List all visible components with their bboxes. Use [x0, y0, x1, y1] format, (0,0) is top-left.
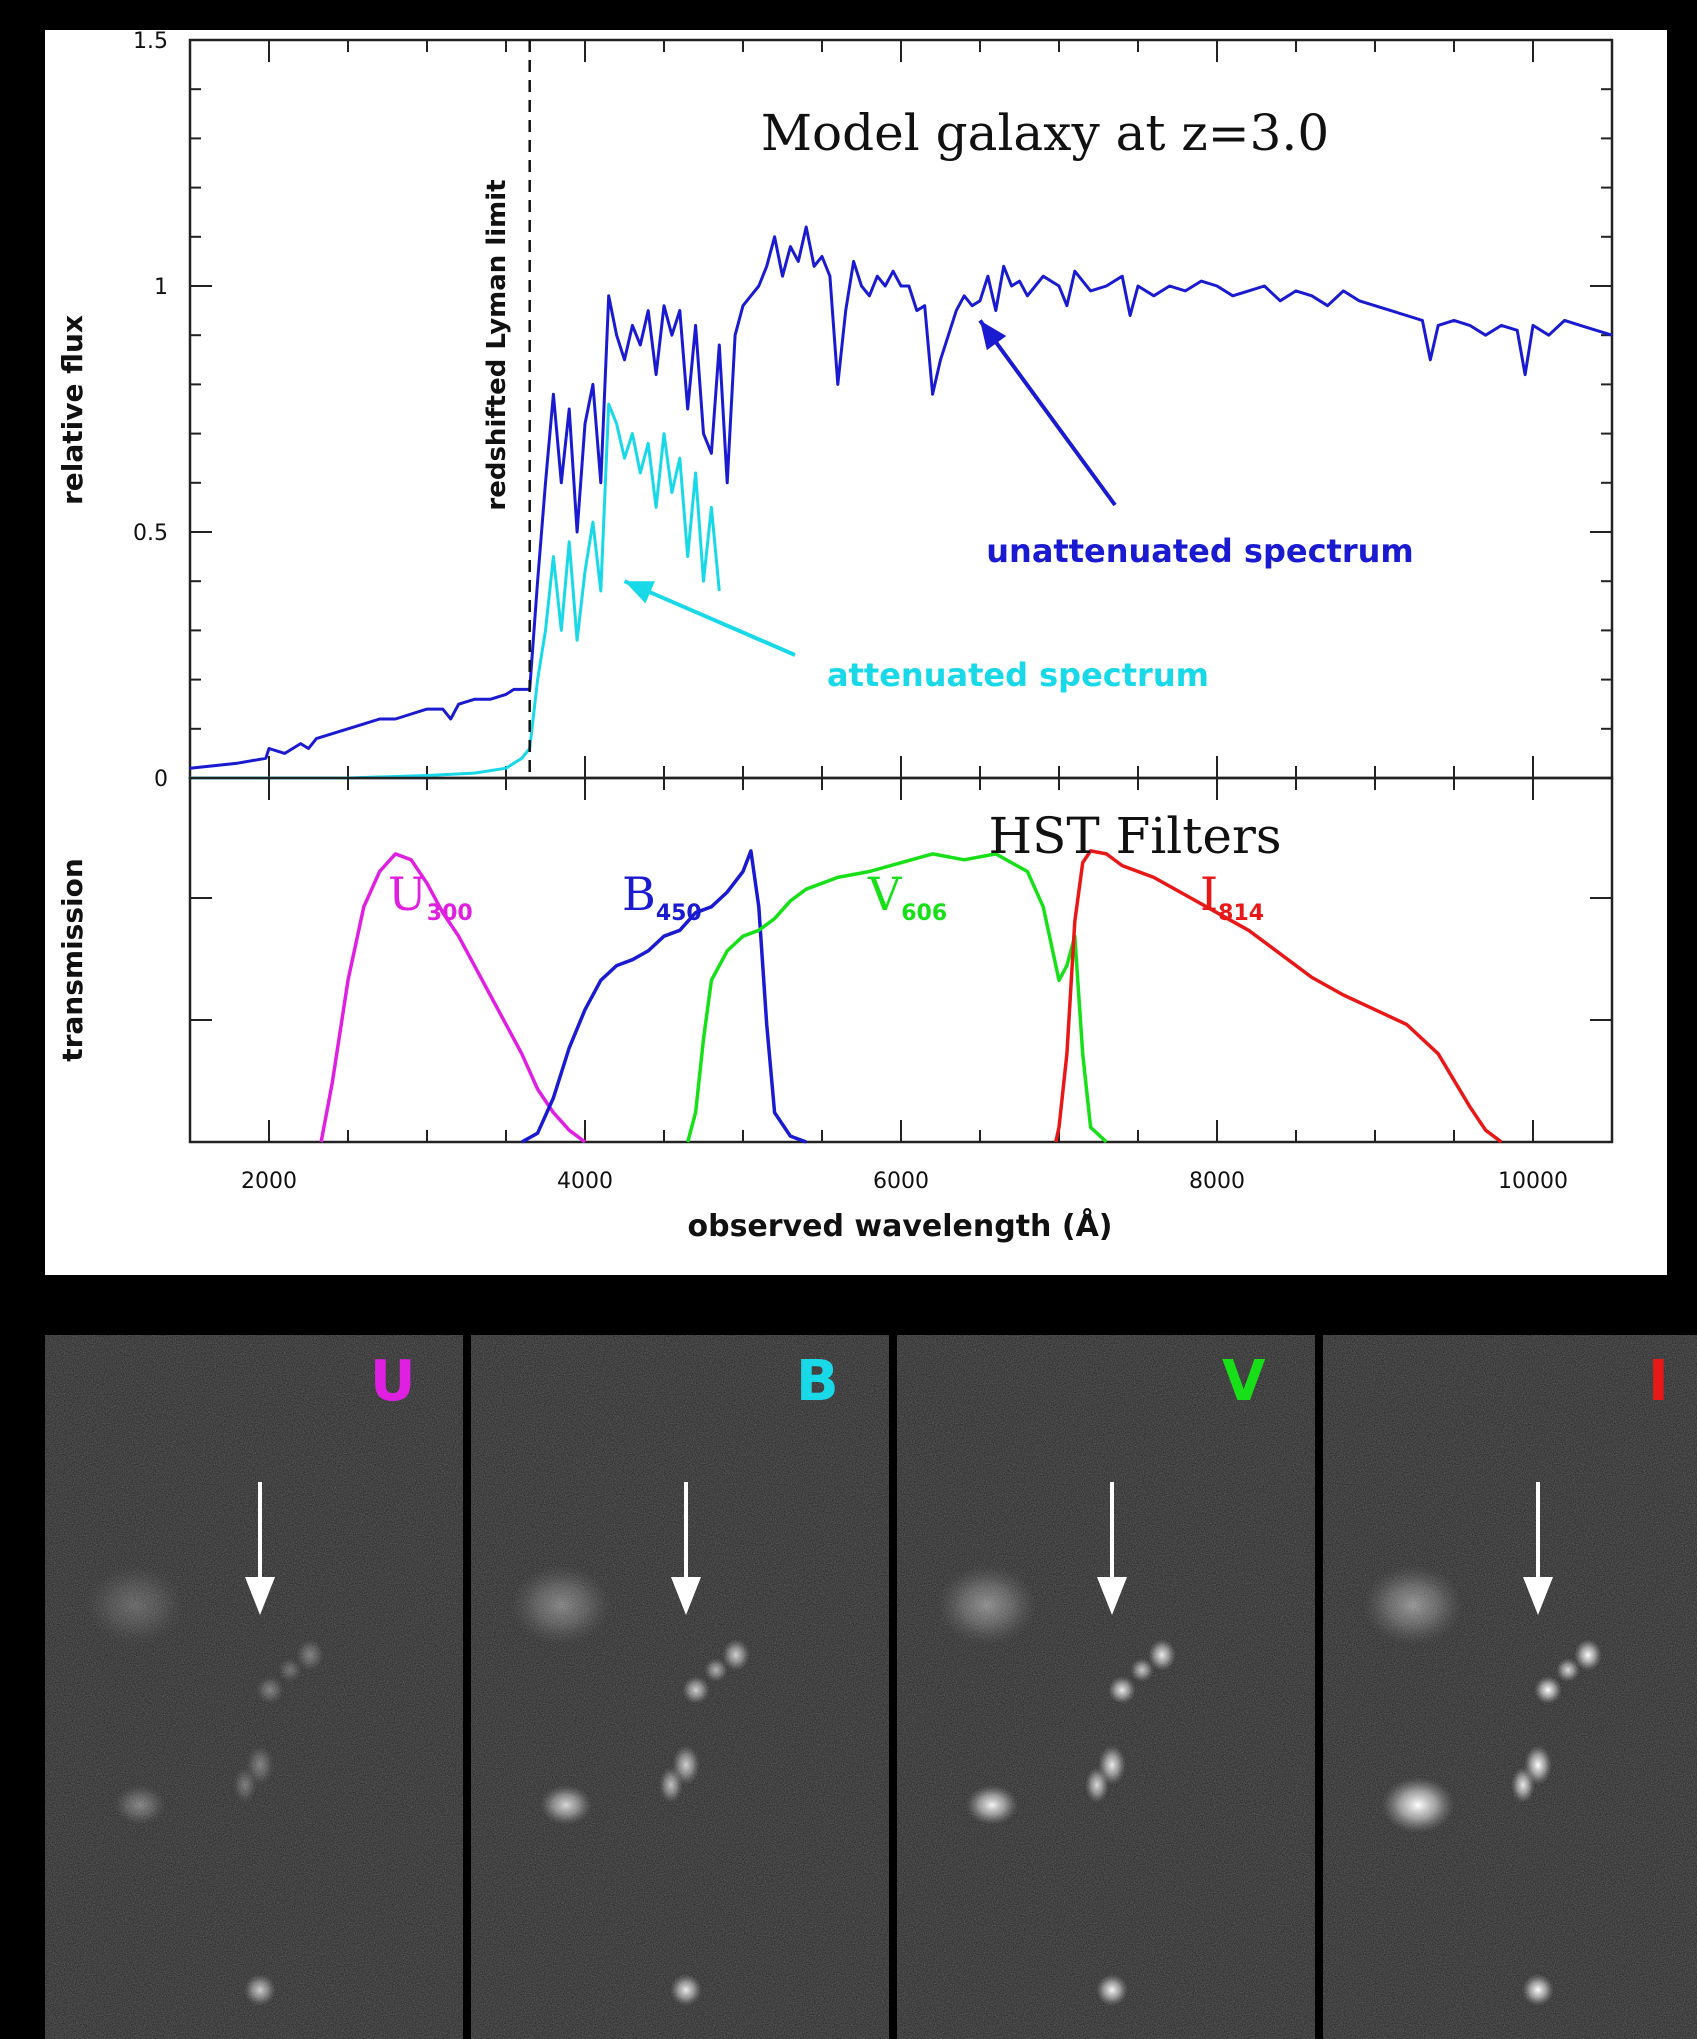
bottom-source — [670, 1974, 702, 2006]
series-unattenuated-spectrum — [189, 225, 1613, 770]
pointer-arrow-head — [1523, 1577, 1553, 1615]
compact-source — [1381, 1777, 1455, 1833]
filter-curve-I — [1054, 849, 1503, 1144]
y-tick-label: 0.5 — [133, 521, 168, 546]
filter-label-i-main: I — [1200, 867, 1218, 921]
pointer-arrow-head — [671, 1577, 701, 1615]
panel-noise — [1323, 1335, 1697, 2039]
panel-label-U: U — [370, 1349, 415, 1414]
chain-knot — [704, 1658, 728, 1682]
unattenuated-arrow-shaft — [978, 319, 1117, 507]
lyman-limit-label: redshifted Lyman limit — [482, 179, 512, 510]
x-tick-label: 8000 — [1189, 1169, 1245, 1194]
x-tick-label: 6000 — [873, 1169, 929, 1194]
attenuated-arrow-head — [624, 581, 655, 604]
chain-knot — [1511, 1767, 1535, 1803]
chain-knot — [1130, 1658, 1154, 1682]
filter-label-b: B450 — [622, 867, 702, 926]
x-label: observed wavelength (Å) — [687, 1207, 1112, 1244]
chain-knot — [659, 1767, 683, 1803]
chain-knot — [233, 1767, 257, 1803]
y-tick-label: 0 — [154, 767, 168, 792]
chain-knot — [278, 1658, 302, 1682]
panel-label-B: B — [796, 1349, 839, 1414]
panel-noise — [471, 1335, 889, 2039]
panel-V: V — [897, 1335, 1315, 2039]
filter-curve-V — [686, 852, 1108, 1144]
y-label-flux: relative flux — [56, 315, 89, 505]
unattenuated-arrow-head — [980, 320, 1007, 351]
compact-source — [540, 1785, 592, 1825]
panel-noise — [45, 1335, 463, 2039]
compact-source — [114, 1785, 166, 1825]
unattenuated-label: unattenuated spectrum — [986, 532, 1413, 570]
chain-knot — [1534, 1676, 1562, 1704]
bottom-source — [1522, 1974, 1554, 2006]
filter-curve-B — [520, 849, 807, 1144]
filter-label-b-sub: 450 — [656, 901, 702, 926]
filter-label-v: V606 — [867, 867, 947, 926]
chain-knot — [1085, 1767, 1109, 1803]
chain-knot — [1574, 1639, 1602, 1671]
filter-label-u: U300 — [388, 867, 473, 926]
filter-label-v-main: V — [867, 867, 902, 921]
panel-B: B — [471, 1335, 889, 2039]
filter-label-u-sub: 300 — [427, 901, 473, 926]
y-tick-label: 1 — [154, 275, 168, 300]
filter-label-i: I814 — [1200, 867, 1264, 926]
x-tick-label: 4000 — [557, 1169, 613, 1194]
diffuse-galaxy — [1363, 1565, 1463, 1645]
chain-knot — [1148, 1639, 1176, 1671]
chain-knot — [296, 1639, 324, 1671]
chain-knot — [256, 1676, 284, 1704]
diffuse-galaxy — [85, 1565, 185, 1645]
panel-label-V: V — [1222, 1349, 1266, 1414]
pointer-arrow-head — [1097, 1577, 1127, 1615]
filter-label-u-main: U — [388, 867, 427, 921]
pointer-arrow-head — [245, 1577, 275, 1615]
filter-title: HST Filters — [988, 807, 1281, 865]
diffuse-galaxy — [937, 1565, 1037, 1645]
attenuated-label: attenuated spectrum — [827, 656, 1209, 694]
bottom-source — [244, 1974, 276, 2006]
x-tick-label: 2000 — [241, 1169, 297, 1194]
attenuated-arrow-shaft — [623, 579, 796, 657]
diffuse-galaxy — [511, 1565, 611, 1645]
chain-knot — [1556, 1658, 1580, 1682]
filter-label-b-main: B — [622, 867, 656, 921]
y-tick-label: 1.5 — [133, 29, 168, 54]
y-label-transmission: transmission — [56, 858, 89, 1062]
plot-background — [45, 30, 1667, 1275]
filter-label-v-sub: 606 — [901, 901, 947, 926]
filter-curve-U — [319, 852, 587, 1144]
panel-noise — [897, 1335, 1315, 2039]
filter-plot: 2000 4000 6000 8000 10000 — [188, 776, 1614, 1194]
compact-source — [966, 1785, 1018, 1825]
series-attenuated-spectrum — [190, 402, 721, 780]
panel-U: U — [45, 1335, 463, 2039]
filter-label-i-sub: 814 — [1218, 901, 1264, 926]
chain-knot — [722, 1639, 750, 1671]
chain-knot — [682, 1676, 710, 1704]
x-tick-label: 10000 — [1498, 1169, 1568, 1194]
panel-I: I — [1323, 1335, 1697, 2039]
chain-knot — [1108, 1676, 1136, 1704]
panel-label-I: I — [1648, 1349, 1669, 1414]
flux-title: Model galaxy at z=3.0 — [761, 104, 1329, 162]
bottom-source — [1096, 1974, 1128, 2006]
